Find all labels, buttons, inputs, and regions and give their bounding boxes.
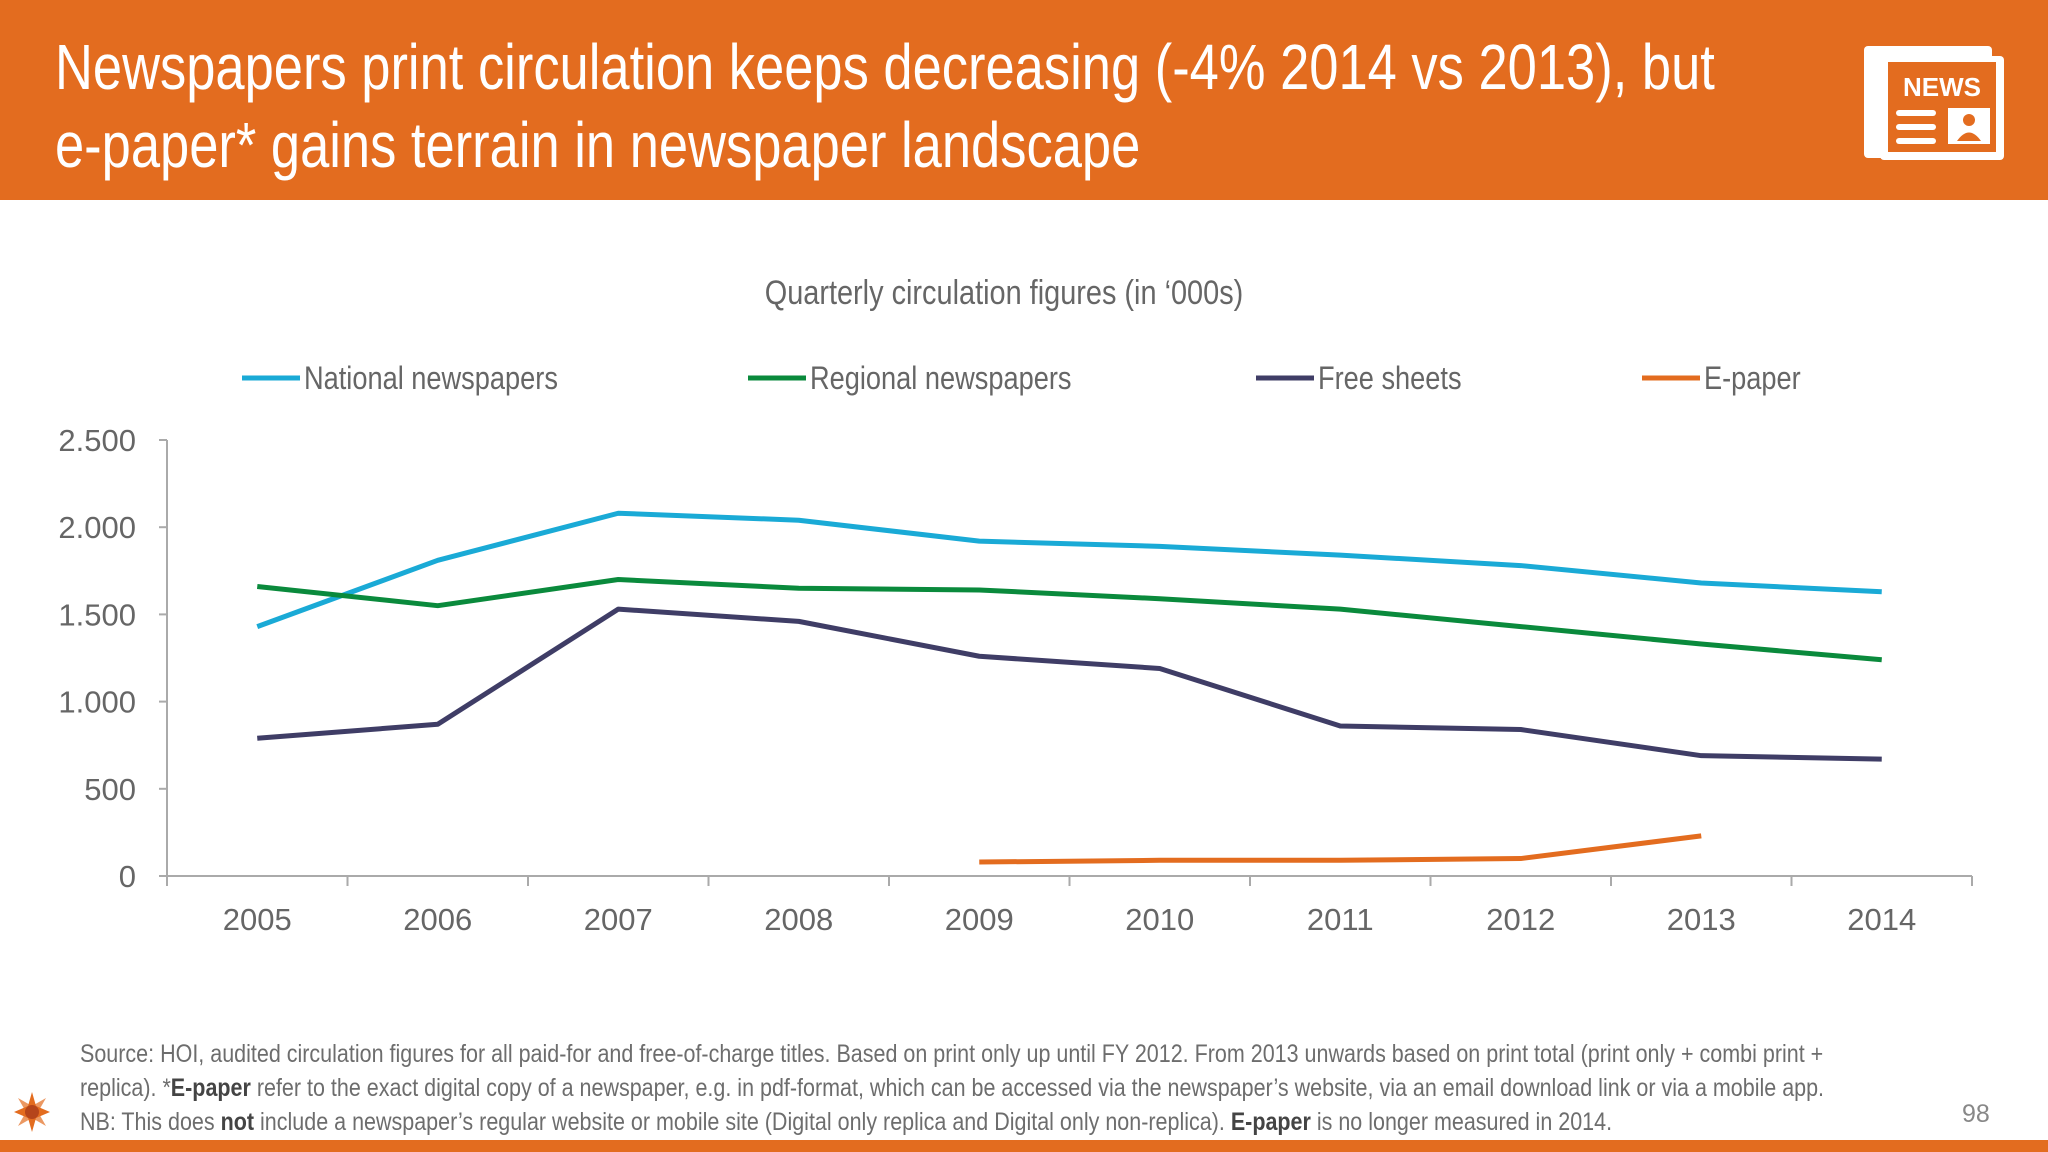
x-tick-label: 2006 bbox=[403, 902, 472, 937]
page-title-line-2: e-paper* gains terrain in newspaper land… bbox=[55, 109, 1141, 181]
y-tick-label: 1.500 bbox=[58, 597, 136, 632]
legend: National newspapers Regional newspapers Fr… bbox=[242, 361, 1801, 397]
footer-source-line-2: replica). *E-paper refer to the exact di… bbox=[80, 1074, 1824, 1103]
y-tick-label: 0 bbox=[119, 859, 136, 894]
news-icon-text: NEWS bbox=[1903, 72, 1981, 102]
y-tick-label: 1.000 bbox=[58, 685, 136, 720]
footer-text: refer to the exact digital copy of a new… bbox=[250, 1074, 1825, 1102]
legend-label: Free sheets bbox=[1318, 361, 1462, 397]
legend-label: National newspapers bbox=[304, 361, 558, 397]
series-line-free-sheets bbox=[257, 606, 1882, 762]
footer-text: NB: This does bbox=[80, 1108, 221, 1136]
sun-logo-icon bbox=[14, 1092, 50, 1132]
page-title-line-1: Newspapers print circulation keeps decre… bbox=[55, 31, 1715, 103]
legend-label: Regional newspapers bbox=[810, 361, 1072, 397]
footer-bold: not bbox=[220, 1108, 255, 1136]
x-tick-label: 2005 bbox=[223, 902, 292, 937]
footer-bold: E-paper bbox=[1230, 1108, 1311, 1136]
footer-source-line-1: Source: HOI, audited circulation figures… bbox=[80, 1040, 1824, 1068]
y-tick-label: 2.500 bbox=[58, 423, 136, 458]
series-lines bbox=[256, 510, 1882, 865]
line-chart: Quarterly circulation figures (in ‘000s)… bbox=[58, 273, 1973, 937]
footer-source-line-3: NB: This does not include a newspaper’s … bbox=[80, 1108, 1612, 1137]
series-line-national-newspapers bbox=[256, 510, 1882, 629]
footer-text: replica). * bbox=[80, 1074, 171, 1102]
x-tick-label: 2014 bbox=[1847, 902, 1916, 937]
x-tick-label: 2013 bbox=[1667, 902, 1736, 937]
footer-text: is no longer measured in 2014. bbox=[1310, 1108, 1613, 1136]
x-tick-label: 2011 bbox=[1307, 902, 1374, 937]
header-banner: Newspapers print circulation keeps decre… bbox=[0, 0, 2048, 200]
x-tick-label: 2008 bbox=[764, 902, 833, 937]
bottom-bar bbox=[0, 1140, 2048, 1152]
footer-text: include a newspaper’s regular website or… bbox=[254, 1108, 1231, 1136]
x-tick-label: 2012 bbox=[1486, 902, 1555, 937]
newspaper-icon: NEWS bbox=[1864, 46, 2004, 160]
x-tick-label: 2009 bbox=[945, 902, 1014, 937]
chart-title: Quarterly circulation figures (in ‘000s) bbox=[765, 273, 1244, 312]
series-line-e-paper bbox=[979, 833, 1702, 865]
page-number: 98 bbox=[1962, 1100, 1990, 1128]
axes: 0 500 1.000 1.500 2.000 2.500 2005 2006 2007 2008… bbox=[58, 423, 1973, 937]
footer-bold: E-paper bbox=[170, 1074, 251, 1102]
y-tick-label: 2.000 bbox=[58, 510, 136, 545]
y-tick-label: 500 bbox=[84, 772, 136, 807]
x-tick-label: 2010 bbox=[1125, 902, 1194, 937]
series-line-regional-newspapers bbox=[256, 577, 1882, 663]
legend-label: E-paper bbox=[1704, 361, 1801, 397]
x-tick-label: 2007 bbox=[584, 902, 653, 937]
